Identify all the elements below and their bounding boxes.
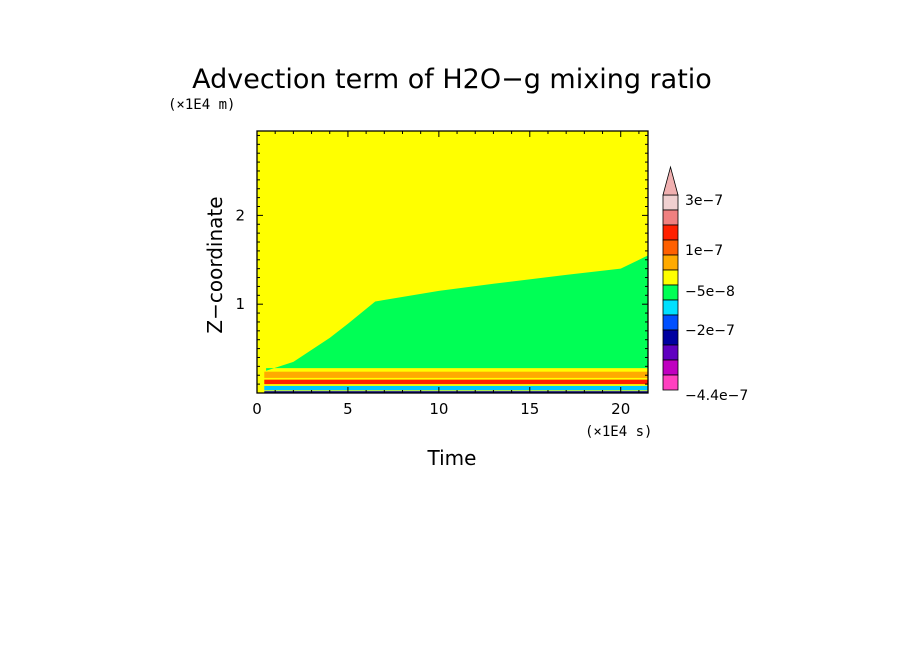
- x-tick-label: 5: [343, 400, 353, 418]
- colorbar-label: −5e−8: [685, 284, 735, 300]
- region-1: [264, 371, 648, 378]
- surface-line: [264, 391, 648, 393]
- colorbar: 3e−7 1e−7 −5e−8 −2e−7 −4.4e−7: [662, 165, 748, 404]
- chart-title: Advection term of H2O−g mixing ratio: [192, 64, 712, 95]
- colorbar-level: [662, 344, 679, 361]
- x-axis-label: Time: [427, 446, 477, 470]
- colorbar-label: −4.4e−7: [685, 388, 748, 404]
- colorbar-level: [662, 374, 679, 391]
- region-0: [266, 255, 648, 371]
- region-2: [264, 379, 648, 385]
- plot-frame: [256, 130, 649, 394]
- colorbar-level: [662, 299, 679, 316]
- colorbar-extend-arrow: [662, 165, 679, 196]
- colorbar-label: −2e−7: [685, 323, 735, 339]
- colorbar-level: [662, 314, 679, 331]
- colorbar-level: [662, 194, 679, 211]
- colorbar-label: 1e−7: [685, 243, 723, 259]
- y-tick-label: 2: [235, 206, 245, 224]
- x-ticks: 0 5 10 15 20: [252, 131, 640, 418]
- y-ticks: 12: [235, 134, 648, 385]
- x-tick-label: 10: [429, 400, 448, 418]
- colorbar-label: 3e−7: [685, 193, 723, 209]
- colorbar-level: [662, 269, 679, 286]
- colorbar-level: [662, 224, 679, 241]
- colorbar-level: [662, 254, 679, 271]
- x-unit-label: (×1E4 s): [585, 424, 652, 440]
- x-tick-label: 20: [611, 400, 630, 418]
- colorbar-level: [662, 209, 679, 226]
- y-unit-label: (×1E4 m): [168, 97, 235, 113]
- colorbar-level: [662, 284, 679, 301]
- plot-area: [256, 130, 649, 394]
- colorbar-level: [662, 329, 679, 346]
- region-3: [264, 385, 648, 391]
- colorbar-level: [662, 359, 679, 376]
- y-axis-label: Z−coordinate: [203, 196, 227, 333]
- colorbar-level: [662, 239, 679, 256]
- y-tick-label: 1: [235, 295, 245, 313]
- x-tick-label: 15: [520, 400, 539, 418]
- x-tick-label: 0: [252, 400, 262, 418]
